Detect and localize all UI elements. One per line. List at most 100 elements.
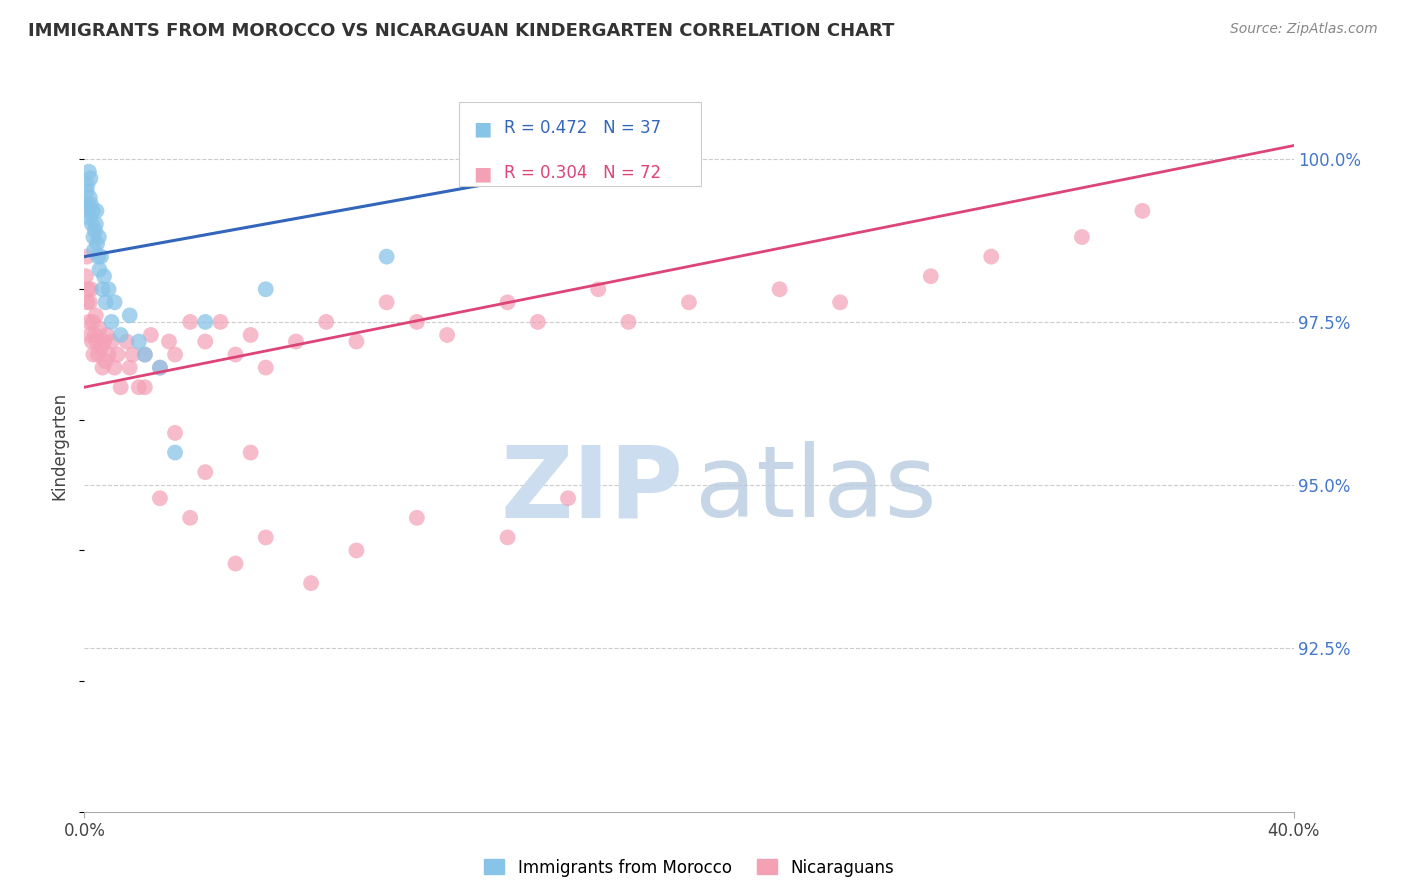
Point <box>79 328 101 343</box>
Point <box>93 334 115 349</box>
Point <box>87 230 110 244</box>
Point <box>89 321 111 335</box>
Point <box>149 360 172 375</box>
Point <box>496 530 519 544</box>
Point <box>77 203 100 218</box>
Point <box>527 315 550 329</box>
Point <box>254 282 277 296</box>
Point <box>91 282 114 296</box>
Point <box>194 465 217 479</box>
Text: atlas: atlas <box>695 442 936 539</box>
Point <box>94 354 117 368</box>
Point <box>496 295 519 310</box>
Point <box>920 269 942 284</box>
Point <box>678 138 700 153</box>
Text: R = 0.304   N = 72: R = 0.304 N = 72 <box>503 164 661 182</box>
Point <box>179 511 201 525</box>
Point <box>128 334 150 349</box>
Text: R = 0.472   N = 37: R = 0.472 N = 37 <box>503 119 661 137</box>
Point <box>225 557 247 571</box>
Point <box>118 360 141 375</box>
Point <box>110 328 132 343</box>
Point <box>139 328 162 343</box>
Point <box>239 328 262 343</box>
Y-axis label: Kindergarten: Kindergarten <box>51 392 69 500</box>
Point <box>406 511 429 525</box>
Point <box>84 217 107 231</box>
Point <box>315 315 337 329</box>
Point <box>346 543 368 558</box>
Point <box>86 236 108 251</box>
Point <box>75 197 97 211</box>
Point <box>79 295 101 310</box>
Legend: Immigrants from Morocco, Nicaraguans: Immigrants from Morocco, Nicaraguans <box>484 858 894 877</box>
Point <box>110 380 132 394</box>
Point <box>617 315 640 329</box>
Point <box>157 334 180 349</box>
Point <box>86 203 108 218</box>
Point <box>82 230 104 244</box>
Text: ■: ■ <box>474 164 492 184</box>
Point <box>100 315 122 329</box>
Point <box>239 445 262 459</box>
Point <box>134 380 156 394</box>
Point <box>96 328 118 343</box>
Point <box>77 282 100 296</box>
Point <box>80 334 103 349</box>
Point <box>678 295 700 310</box>
Point <box>97 282 120 296</box>
Point <box>80 197 103 211</box>
Point <box>375 250 398 264</box>
Point <box>84 309 107 323</box>
Point <box>107 347 129 361</box>
Point <box>299 576 322 591</box>
Point <box>285 334 308 349</box>
Text: ■: ■ <box>474 119 492 138</box>
Point <box>93 269 115 284</box>
Point <box>118 309 141 323</box>
Point <box>77 164 100 178</box>
Point <box>79 171 101 186</box>
Point <box>165 445 187 459</box>
Point <box>588 282 610 296</box>
Point <box>128 380 150 394</box>
Point <box>100 334 122 349</box>
Point <box>194 315 217 329</box>
Point <box>1071 230 1094 244</box>
Point <box>194 334 217 349</box>
Text: ZIP: ZIP <box>501 442 683 539</box>
Point <box>830 295 852 310</box>
Point <box>149 491 172 506</box>
Point <box>346 334 368 349</box>
Point <box>76 178 98 192</box>
Point <box>86 334 108 349</box>
Point <box>82 203 104 218</box>
Point <box>83 243 105 257</box>
Point <box>1132 203 1154 218</box>
Point <box>375 295 398 310</box>
Point <box>165 425 187 440</box>
Point <box>406 315 429 329</box>
Point <box>84 328 107 343</box>
Point <box>87 347 110 361</box>
Point <box>104 295 127 310</box>
Point <box>87 250 110 264</box>
Point <box>209 315 232 329</box>
Point <box>980 250 1002 264</box>
Point <box>436 328 458 343</box>
Point <box>179 315 201 329</box>
Point <box>254 360 277 375</box>
Point <box>89 262 111 277</box>
Point <box>149 360 172 375</box>
Point <box>769 282 792 296</box>
Point <box>90 250 112 264</box>
Point <box>82 315 104 329</box>
FancyBboxPatch shape <box>460 103 702 186</box>
Point <box>76 295 98 310</box>
Point <box>121 347 143 361</box>
Point <box>94 295 117 310</box>
Point <box>557 491 579 506</box>
Point <box>76 184 98 198</box>
Point <box>84 223 107 237</box>
Point <box>97 347 120 361</box>
